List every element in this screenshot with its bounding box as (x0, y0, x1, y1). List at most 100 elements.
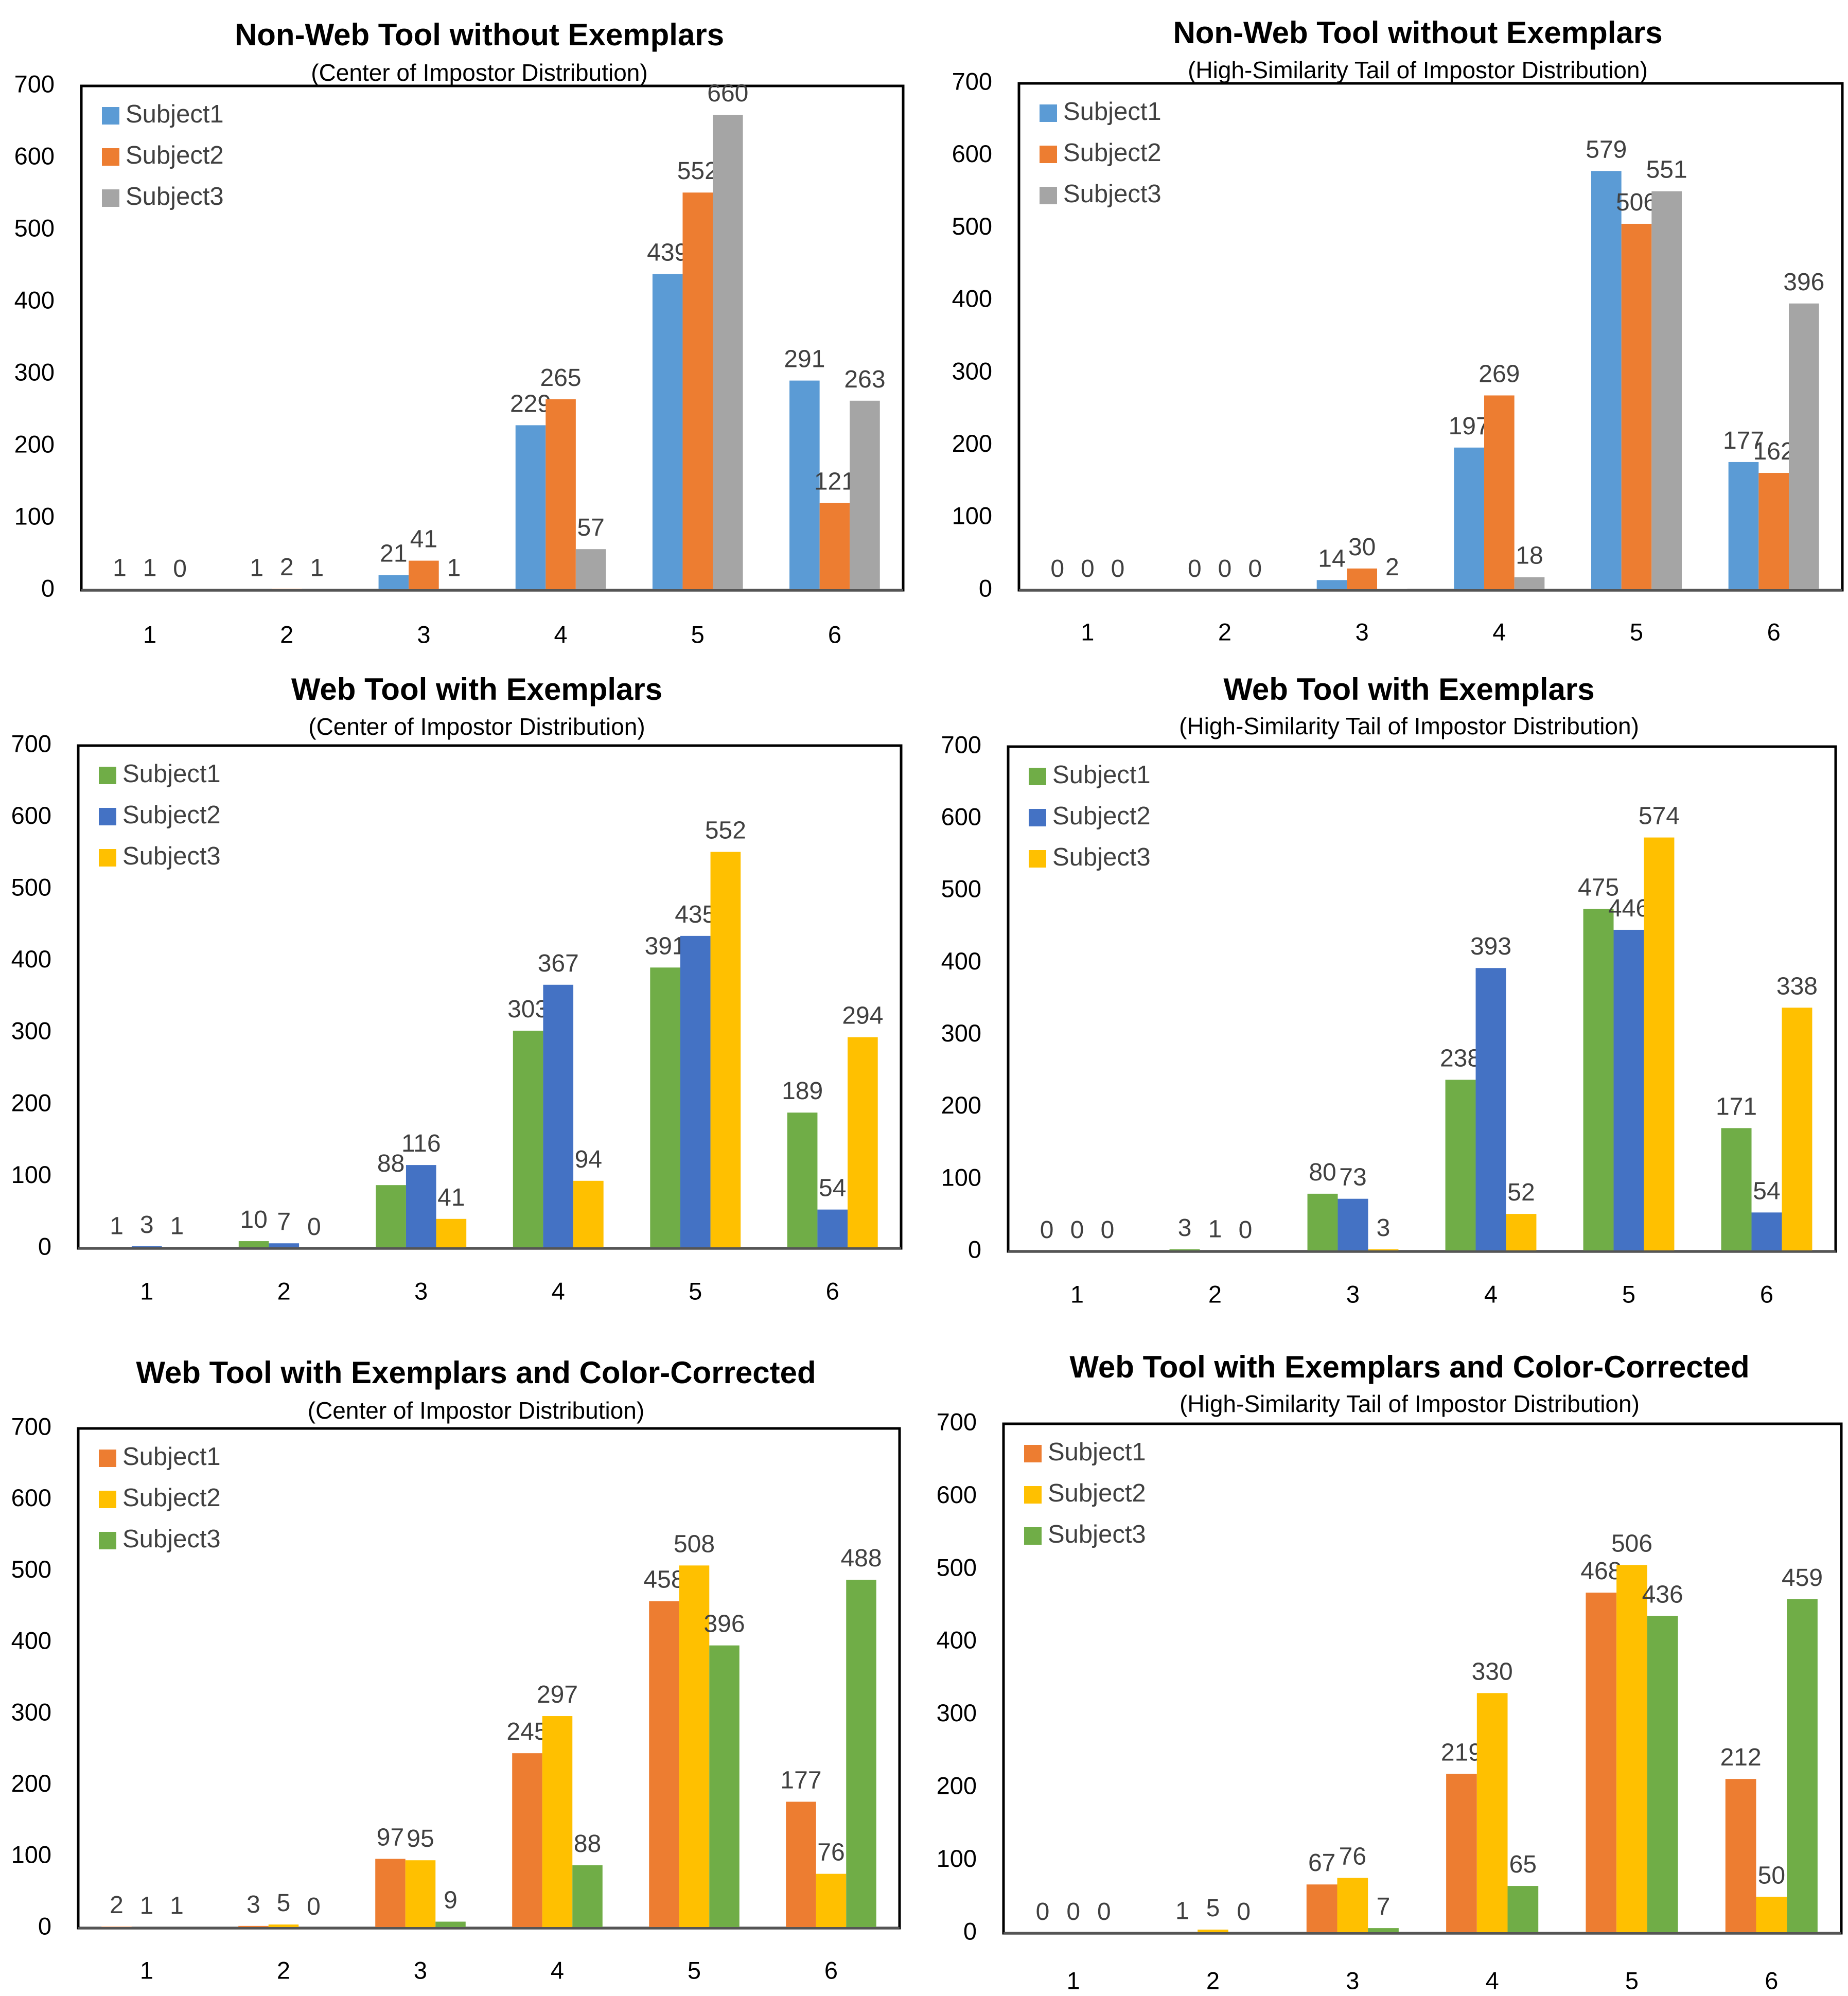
chart-6-data-label: 330 (1472, 1658, 1513, 1685)
chart-1-legend-swatch-subject3 (102, 189, 119, 207)
chart-5-bar-subject2-cat-6 (816, 1874, 847, 1928)
chart-5-legend-label-subject2: Subject2 (122, 1484, 221, 1512)
chart-5-title: Web Tool with Exemplars and Color-Correc… (136, 1355, 816, 1390)
chart-3-y-tick-label: 100 (11, 1161, 51, 1188)
chart-5-x-tick-label: 6 (824, 1956, 838, 1984)
chart-2-bar-subject2-cat-5 (1621, 223, 1652, 590)
chart-5-x-tick-label: 1 (140, 1956, 153, 1984)
chart-2-data-label: 0 (1218, 555, 1232, 582)
chart-2-bar-subject1-cat-3 (1316, 580, 1347, 590)
chart-4-bar-subject2-cat-3 (1337, 1198, 1368, 1251)
chart-3-x-tick-label: 5 (689, 1277, 702, 1304)
chart-3-data-label: 1 (110, 1213, 124, 1240)
chart-4-data-label: 73 (1339, 1164, 1366, 1191)
chart-1-data-label: 660 (707, 80, 748, 107)
chart-2-data-label: 579 (1586, 136, 1627, 163)
chart-3-data-label: 7 (277, 1208, 291, 1235)
chart-4-subtitle: (High-Similarity Tail of Impostor Distri… (1179, 713, 1639, 739)
chart-1-data-label: 0 (173, 555, 187, 582)
chart-6-data-label: 436 (1642, 1581, 1683, 1608)
chart-5-subtitle: (Center of Impostor Distribution) (308, 1397, 644, 1424)
chart-1-x-tick-label: 1 (143, 621, 156, 648)
chart-5-bar-subject3-cat-5 (709, 1645, 740, 1928)
chart-6-legend-swatch-subject1 (1024, 1445, 1042, 1462)
chart-3-y-tick-label: 500 (11, 874, 51, 901)
chart-1-y-tick-label: 500 (14, 214, 55, 241)
chart-4-data-label: 3 (1178, 1214, 1192, 1242)
chart-6-bar-subject2-cat-5 (1616, 1565, 1647, 1933)
chart-4-bar-subject3-cat-6 (1782, 1008, 1812, 1251)
chart-4-data-label: 171 (1716, 1093, 1757, 1120)
chart-2-data-label: 177 (1723, 427, 1764, 454)
chart-6-data-label: 0 (1036, 1898, 1050, 1926)
chart-5-legend-swatch-subject2 (99, 1491, 116, 1508)
chart-3-data-label: 41 (437, 1184, 465, 1211)
chart-3-bar-subject2-cat-2 (269, 1243, 300, 1248)
chart-1-bar-subject2-cat-5 (682, 192, 713, 590)
chart-1-x-tick-label: 5 (691, 621, 705, 648)
chart-3-data-label: 88 (377, 1150, 404, 1177)
chart-3-bar-subject1-cat-2 (238, 1241, 269, 1248)
chart-3-legend-label-subject1: Subject1 (122, 760, 221, 788)
chart-3-bar-subject2-cat-3 (406, 1165, 436, 1248)
chart-1-legend-label-subject1: Subject1 (126, 100, 224, 128)
chart-2-legend-swatch-subject1 (1040, 104, 1057, 122)
chart-4-data-label: 446 (1608, 895, 1649, 922)
chart-5-legend-swatch-subject1 (99, 1450, 116, 1467)
chart-2-subtitle: (High-Similarity Tail of Impostor Distri… (1188, 57, 1648, 83)
chart-2-legend-label-subject2: Subject2 (1063, 139, 1161, 167)
chart-2-bar-subject3-cat-4 (1514, 577, 1545, 590)
chart-4-y-tick-label: 600 (941, 803, 981, 831)
chart-4-data-label: 338 (1776, 973, 1818, 1000)
chart-2-legend-label-subject1: Subject1 (1063, 98, 1161, 126)
chart-4-data-label: 52 (1507, 1179, 1535, 1206)
chart-4-y-tick-label: 700 (941, 731, 981, 758)
chart-1-title: Non-Web Tool without Exemplars (235, 17, 724, 52)
chart-2-data-label: 0 (1111, 555, 1125, 582)
chart-1-y-tick-label: 0 (41, 574, 55, 602)
chart-4-data-label: 475 (1578, 874, 1619, 901)
chart-4-data-label: 80 (1309, 1159, 1336, 1186)
chart-3-x-tick-label: 4 (552, 1277, 565, 1304)
chart-6-legend-label-subject1: Subject1 (1048, 1438, 1146, 1466)
chart-6-data-label: 76 (1339, 1843, 1366, 1870)
chart-3-bar-subject2-cat-6 (817, 1209, 848, 1248)
chart-5-data-label: 9 (444, 1887, 457, 1914)
chart-1-data-label: 1 (143, 555, 157, 582)
chart-5-bar-subject2-cat-3 (405, 1860, 436, 1928)
chart-5-bar-subject1-cat-3 (375, 1859, 406, 1928)
chart-5-data-label: 1 (140, 1893, 154, 1920)
chart-6-y-tick-label: 100 (937, 1845, 977, 1872)
chart-3-data-label: 94 (575, 1146, 602, 1173)
chart-1-data-label: 439 (647, 239, 688, 266)
chart-2-y-tick-label: 300 (952, 357, 992, 384)
chart-5-legend-label-subject1: Subject1 (122, 1443, 221, 1471)
chart-1-data-label: 265 (540, 364, 582, 392)
chart-1-data-label: 229 (510, 390, 551, 417)
chart-5-data-label: 458 (643, 1566, 684, 1594)
chart-5-data-label: 297 (537, 1681, 578, 1708)
chart-3-bar-subject2-cat-4 (543, 984, 574, 1248)
chart-4-data-label: 3 (1377, 1214, 1391, 1242)
chart-3-legend-swatch-subject1 (99, 767, 116, 784)
chart-4-data-label: 54 (1753, 1177, 1780, 1205)
chart-1-bar-subject1-cat-4 (515, 425, 546, 590)
chart-1-bar-subject2-cat-6 (819, 503, 850, 590)
chart-6-x-tick-label: 1 (1067, 1967, 1080, 1994)
chart-4-data-label: 393 (1470, 933, 1511, 960)
chart-6-x-tick-label: 6 (1765, 1967, 1778, 1994)
chart-6-bar-subject1-cat-5 (1586, 1593, 1617, 1933)
chart-5-data-label: 3 (247, 1891, 260, 1918)
chart-5-bar-subject2-cat-2 (268, 1924, 299, 1928)
chart-1-data-label: 57 (577, 514, 604, 541)
chart-2-title: Non-Web Tool without Exemplars (1173, 15, 1662, 50)
chart-2-data-label: 0 (1081, 555, 1095, 582)
chart-2-data-label: 551 (1646, 156, 1687, 184)
chart-4-title: Web Tool with Exemplars (1223, 672, 1594, 706)
chart-1-bar-subject1-cat-6 (789, 380, 820, 590)
chart-2-x-tick-label: 6 (1767, 618, 1781, 645)
chart-6-data-label: 50 (1758, 1862, 1785, 1889)
chart-3-bar-subject2-cat-1 (131, 1246, 162, 1248)
chart-5-bar-subject3-cat-4 (572, 1865, 603, 1928)
